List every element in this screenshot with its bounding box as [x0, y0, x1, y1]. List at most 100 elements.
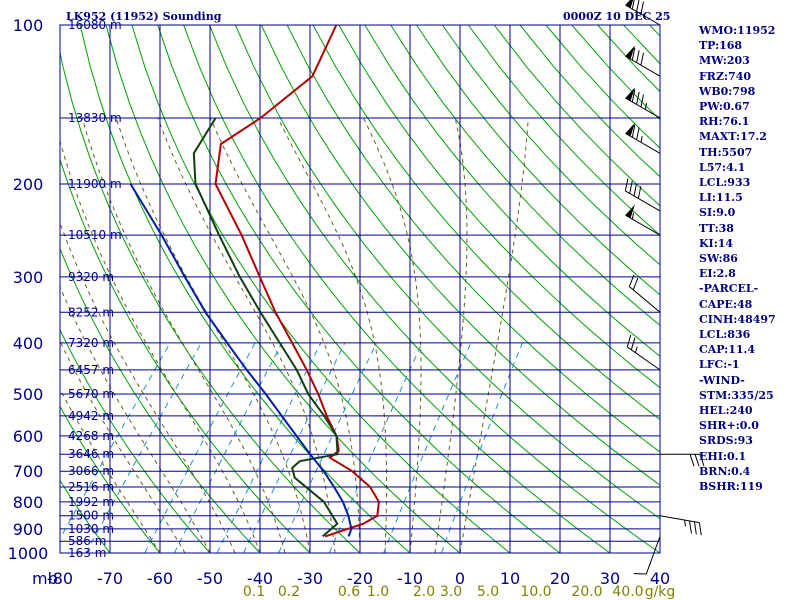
wind-barb	[633, 536, 661, 575]
temperature-tick-label: -70	[97, 569, 123, 588]
stat-line: STM:335/25	[699, 388, 774, 402]
moist-adiabat-line	[157, 117, 336, 553]
height-label: 9320 m	[68, 270, 114, 284]
stat-line: KI:14	[699, 236, 734, 250]
height-label: 6457 m	[68, 363, 114, 377]
temperature-tick-label: -60	[147, 569, 173, 588]
stat-line: RH:76.1	[699, 115, 750, 129]
parcel-line	[129, 183, 353, 537]
mixing-ratio-line	[144, 342, 256, 553]
stat-line: MAXT:17.2	[699, 130, 767, 144]
height-label: 3646 m	[68, 447, 114, 461]
moist-adiabat-line	[115, 117, 311, 553]
station-title: LK952 (11952) Sounding	[66, 10, 222, 23]
moist-adiabat-line	[459, 117, 529, 553]
wind-barb	[625, 0, 661, 26]
pressure-tick-label: 300	[13, 268, 44, 287]
stat-line: TH:5507	[699, 145, 753, 159]
mixing-ratio-label: 10.0	[520, 584, 551, 600]
mixing-ratio-label: 5.0	[477, 584, 499, 600]
temperature-tick-label: 30	[600, 569, 620, 588]
stat-line: MW:203	[699, 54, 750, 68]
moist-adiabat-line	[434, 117, 468, 553]
height-label: 11900 m	[68, 177, 122, 191]
pressure-tick-label: 600	[13, 427, 44, 446]
mixing-ratio-label: 20.0	[571, 584, 602, 600]
height-label: 1992 m	[68, 495, 114, 509]
moist-adiabat-line	[60, 388, 161, 553]
mixing-ratio-label: 0.2	[278, 584, 300, 600]
wind-barb	[624, 178, 661, 212]
height-label: 163 m	[68, 546, 106, 560]
wind-barb	[625, 87, 661, 119]
temperature-tick-label: -50	[197, 569, 223, 588]
pressure-tick-label: 1000	[8, 544, 49, 563]
mixing-ratio-unit: g/kg	[645, 584, 676, 600]
height-label: 10510 m	[68, 228, 122, 242]
stat-line: CINH:48497	[699, 312, 776, 326]
dry-adiabat-line	[105, 25, 461, 553]
pressure-tick-label: 700	[13, 462, 44, 481]
sounding-time: 0000Z 10 DEC 25	[563, 10, 671, 23]
pressure-tick-label: 100	[13, 16, 44, 35]
temperature-tick-label: -40	[247, 569, 273, 588]
height-label: 4942 m	[68, 409, 114, 423]
wind-barb	[628, 274, 661, 313]
dry-adiabat-line	[131, 25, 511, 553]
stat-line: TP:168	[699, 39, 743, 53]
pressure-tick-label: 200	[13, 175, 44, 194]
temperature-tick-label: -30	[297, 569, 323, 588]
dry-adiabat-line	[571, 25, 660, 121]
stat-line: EI:2.8	[699, 267, 736, 281]
stat-line: BSHR:119	[699, 480, 763, 493]
temperature-tick-label: 10	[500, 569, 520, 588]
stat-line: SI:9.0	[699, 206, 736, 220]
dry-adiabat-line	[545, 25, 660, 149]
height-label: 586 m	[68, 534, 106, 548]
stat-line: SRDS:93	[699, 434, 753, 448]
stat-line: EHI:0.1	[699, 449, 747, 463]
height-label: 8252 m	[68, 305, 114, 319]
height-label: 1030 m	[68, 522, 114, 536]
stat-line: WB0:798	[699, 84, 756, 98]
wind-barb	[625, 122, 661, 154]
height-label: 1500 m	[68, 509, 114, 523]
mb-axis-label: mb	[32, 569, 58, 588]
pressure-tick-label: 800	[13, 493, 44, 512]
height-label: 5670 m	[68, 387, 114, 401]
stat-line: WMO:11952	[699, 24, 776, 37]
stat-line: TT:38	[699, 221, 734, 235]
wind-barb	[625, 45, 661, 77]
height-label: 3066 m	[68, 464, 114, 478]
mixing-ratio-line	[173, 342, 283, 553]
pressure-tick-label: 400	[13, 334, 44, 353]
moist-adiabat-line	[60, 340, 186, 553]
mixing-ratio-label: 1.0	[367, 584, 389, 600]
temperature-tick-label: 0	[455, 569, 465, 588]
temperature-tick-label: 40	[650, 569, 670, 588]
moist-adiabat-line	[60, 139, 261, 553]
temperature-tick-label: 20	[550, 569, 570, 588]
moist-adiabat-line	[81, 117, 286, 553]
moist-adiabat-line	[60, 285, 211, 553]
stat-line: L57:4.1	[699, 160, 746, 174]
mixing-ratio-label: 40.0	[612, 584, 643, 600]
dry-adiabat-line	[260, 25, 660, 486]
moist-adiabat-line	[60, 221, 236, 553]
stat-line: LFC:-1	[699, 358, 740, 372]
mixing-ratio-label: 3.0	[440, 584, 462, 600]
stat-line: FRZ:740	[699, 69, 752, 83]
wind-barb	[625, 204, 661, 236]
plot-frame	[59, 24, 661, 554]
pressure-tick-label: 500	[13, 385, 44, 404]
stat-line: BRN:0.4	[699, 464, 751, 478]
height-label: 13830 m	[68, 111, 122, 125]
stat-line: -WIND-	[699, 373, 745, 387]
height-label: 2516 m	[68, 480, 114, 494]
stat-line: SW:86	[699, 252, 738, 265]
mixing-ratio-label: 0.1	[243, 584, 265, 600]
wind-barb	[660, 453, 705, 467]
stat-line: -PARCEL-	[699, 282, 759, 296]
mixing-ratio-line	[243, 342, 346, 553]
temperature-line	[214, 24, 380, 538]
